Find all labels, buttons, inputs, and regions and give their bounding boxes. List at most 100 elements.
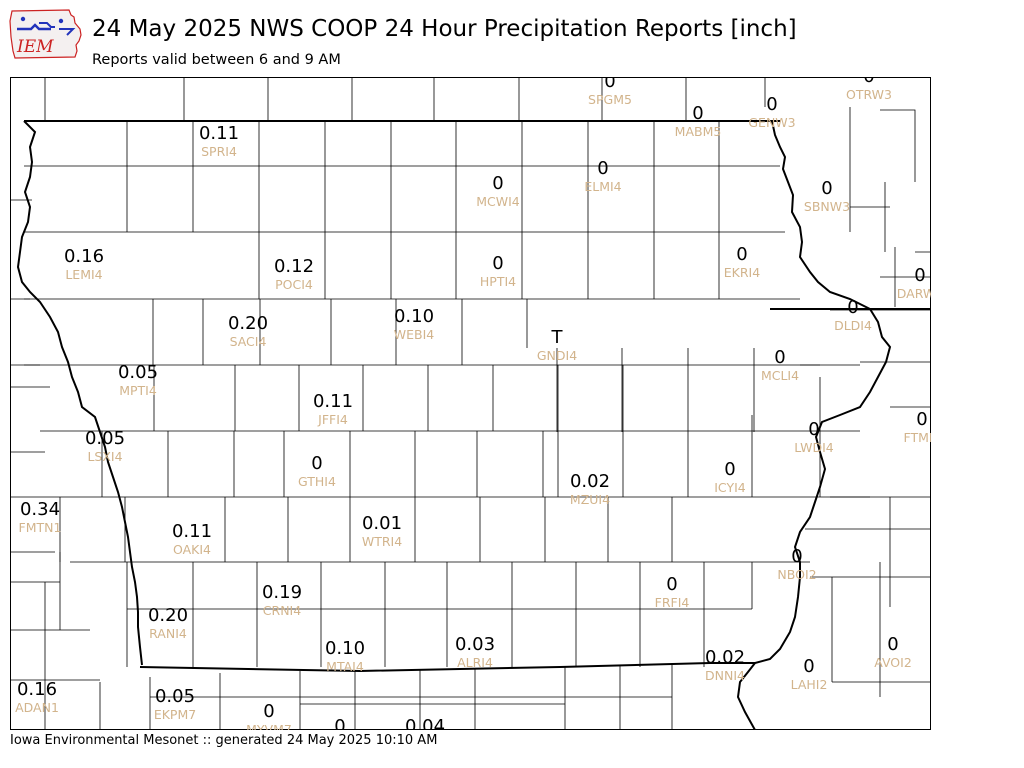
precip-value: 0 <box>736 244 747 265</box>
footer-credit: Iowa Environmental Mesonet :: generated … <box>10 733 438 748</box>
logo-text: IEM <box>16 37 54 57</box>
precip-value: 0.11 <box>199 123 239 144</box>
station-id: SBNW3 <box>804 199 850 214</box>
station-id: GNDI4 <box>537 348 577 363</box>
iem-logo: IEM <box>9 9 82 59</box>
precip-value: 0.20 <box>148 605 188 626</box>
station-id: CRNI4 <box>263 603 301 618</box>
station-id: DARW3 <box>897 286 931 301</box>
precip-value: 0 <box>803 656 814 677</box>
station-unlabeled-41: 0 <box>334 716 345 730</box>
precip-value: 0 <box>334 716 345 730</box>
precip-value: 0.02 <box>705 647 745 668</box>
station-id: EKRI4 <box>724 265 760 280</box>
station-otrw3: 0OTRW3 <box>846 77 892 102</box>
station-id: NBOI2 <box>777 567 816 582</box>
station-id: FTMI4 <box>903 430 931 445</box>
station-id: OTRW3 <box>846 87 892 102</box>
precip-value: 0.16 <box>17 679 57 700</box>
station-id: DLDI4 <box>834 318 872 333</box>
station-id: DNNI4 <box>705 668 745 683</box>
precip-value: T <box>551 327 564 348</box>
station-id: EKPM7 <box>154 707 196 722</box>
station-id: WTRI4 <box>362 534 402 549</box>
station-id: SPGM5 <box>588 92 632 107</box>
station-id: SPRI4 <box>201 144 237 159</box>
precip-value: 0.11 <box>313 391 353 412</box>
station-id: FRFI4 <box>655 595 690 610</box>
precip-value: 0 <box>863 77 874 87</box>
precip-value: 0.04 <box>405 716 445 730</box>
precip-value: 0.10 <box>394 306 434 327</box>
station-id: GENW3 <box>748 115 795 130</box>
precip-value: 0.11 <box>172 521 212 542</box>
station-id: POCI4 <box>275 277 313 292</box>
station-id: SACI4 <box>230 334 267 349</box>
precip-value: 0.19 <box>262 582 302 603</box>
station-id: MZUI4 <box>570 492 610 507</box>
station-id: LAHI2 <box>791 677 828 692</box>
station-markers: 0SPGM50OTRW30MABM50GENW30.11SPRI40MCWI40… <box>15 77 931 730</box>
precip-value: 0 <box>774 347 785 368</box>
precip-value: 0.05 <box>85 428 125 449</box>
precip-value: 0 <box>808 419 819 440</box>
precip-value: 0 <box>821 178 832 199</box>
precip-value: 0.16 <box>64 246 104 267</box>
station-id: MTAI4 <box>326 659 364 674</box>
precipitation-map: 0SPGM50OTRW30MABM50GENW30.11SPRI40MCWI40… <box>10 77 931 730</box>
station-id: MYVM7 <box>246 722 292 730</box>
station-id: GTHI4 <box>298 474 336 489</box>
precip-value: 0 <box>263 701 274 722</box>
station-id: MPTI4 <box>119 383 157 398</box>
precip-value: 0.05 <box>155 686 195 707</box>
station-id: ICYI4 <box>714 480 746 495</box>
map-title: 24 May 2025 NWS COOP 24 Hour Precipitati… <box>92 16 797 42</box>
station-id: MCLI4 <box>761 368 799 383</box>
station-id: HPTI4 <box>480 274 516 289</box>
precip-value: 0 <box>916 409 927 430</box>
station-id: LWDI4 <box>794 440 833 455</box>
station-id: ALRI4 <box>457 655 493 670</box>
station-id: MCWI4 <box>476 194 520 209</box>
precip-value: 0 <box>666 574 677 595</box>
precip-value: 0 <box>692 103 703 124</box>
station-id: LSXI4 <box>87 449 122 464</box>
precip-value: 0 <box>766 94 777 115</box>
map-subtitle: Reports valid between 6 and 9 AM <box>92 52 341 68</box>
station-darw3: 0DARW3 <box>897 265 931 301</box>
precip-value: 0.02 <box>570 471 610 492</box>
station-id: MABM5 <box>675 124 722 139</box>
precip-value: 0 <box>311 453 322 474</box>
precip-value: 0.01 <box>362 513 402 534</box>
precip-value: 0.05 <box>118 362 158 383</box>
station-id: ELMI4 <box>584 179 621 194</box>
precip-value: 0 <box>492 253 503 274</box>
station-id: FMTN1 <box>19 520 62 535</box>
